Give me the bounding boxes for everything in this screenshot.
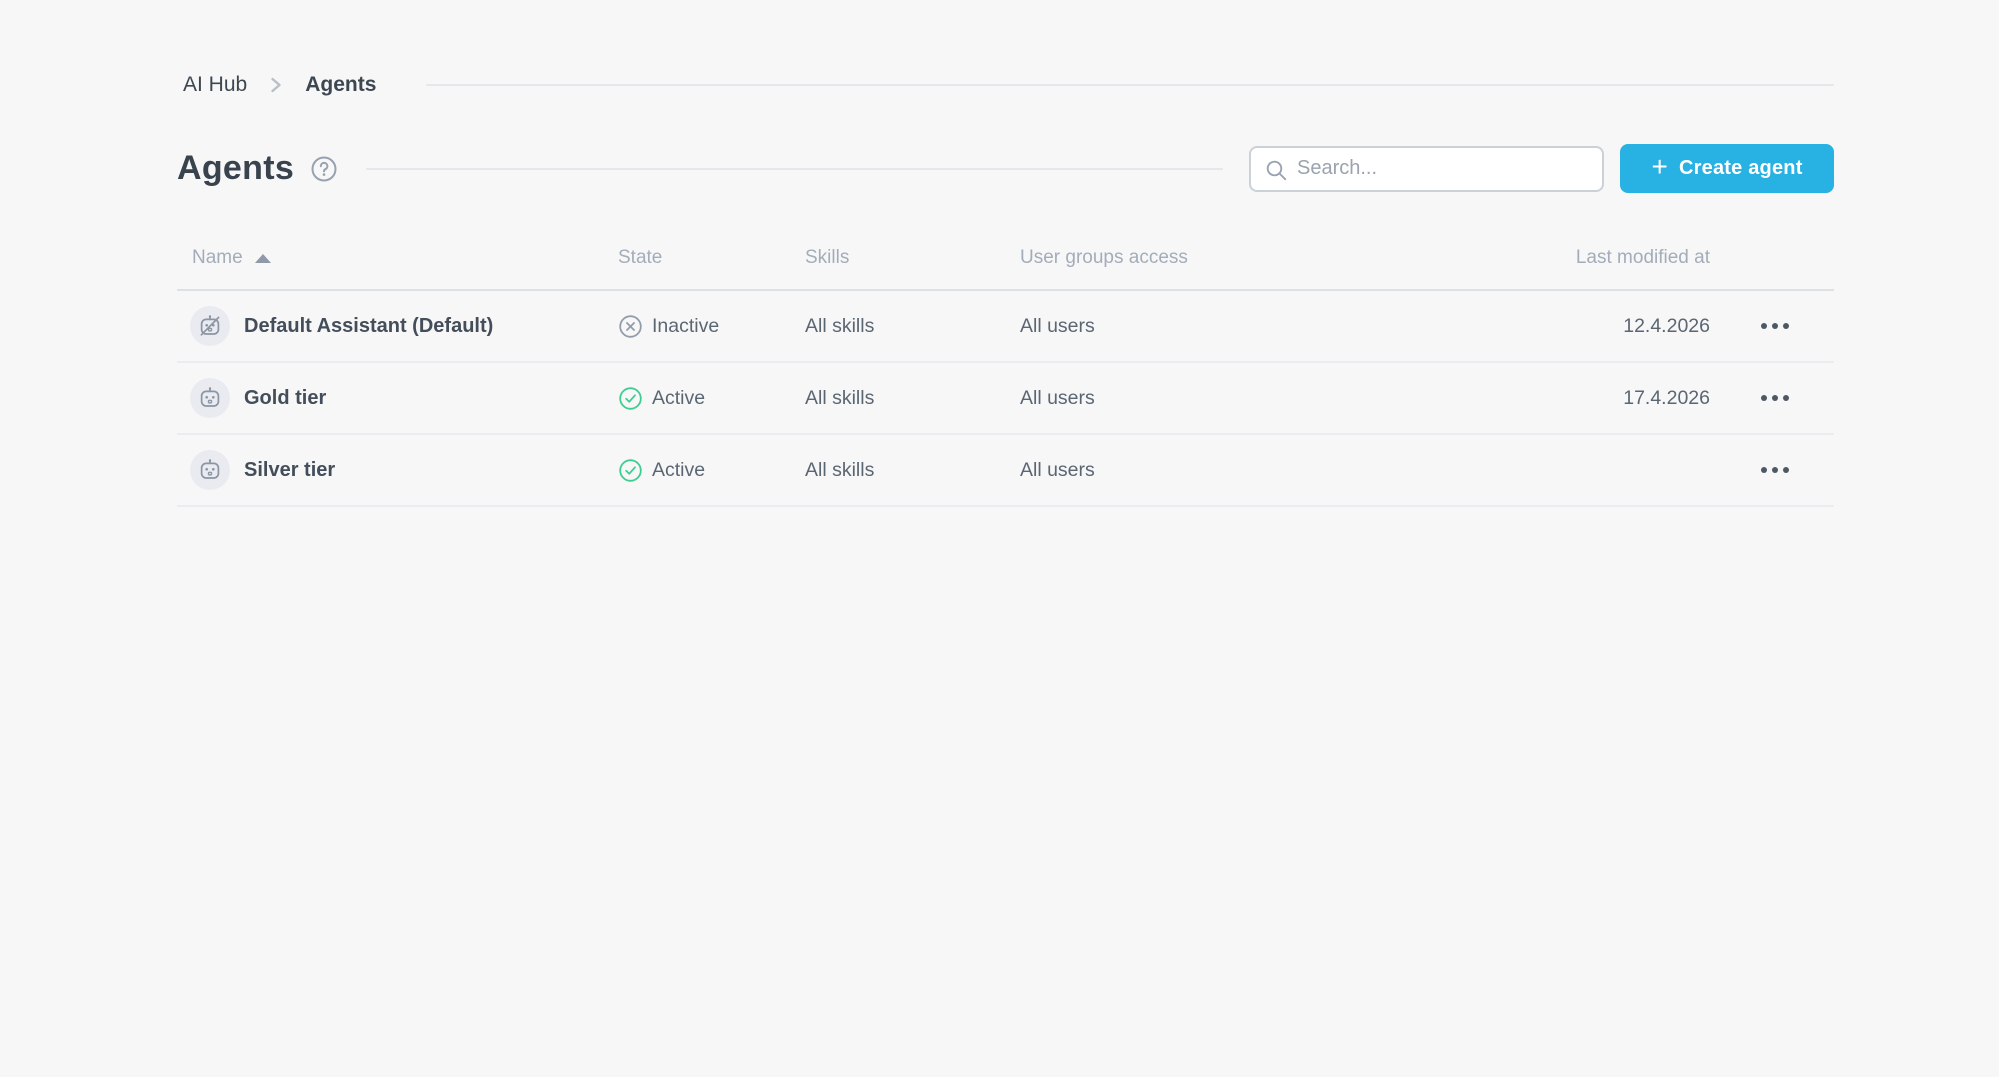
create-agent-button[interactable]: + Create agent: [1620, 144, 1834, 193]
user-groups-value: All users: [1020, 314, 1095, 337]
state-label: Active: [652, 458, 706, 481]
last-modified-cell: 12.4.2026: [1373, 315, 1715, 338]
last-modified-cell: 17.4.2026: [1373, 387, 1715, 410]
breadcrumb-ai-hub[interactable]: AI Hub: [183, 73, 248, 96]
user-groups-value: All users: [1020, 386, 1095, 409]
user-groups-cell: All users: [1020, 387, 1373, 410]
column-header-last-modified[interactable]: Last modified at: [1575, 247, 1710, 268]
chevron-right-icon: [269, 74, 283, 96]
robot-icon: [200, 315, 220, 336]
last-modified-value: 17.4.2026: [1623, 386, 1710, 409]
disabled-slash-icon: [200, 316, 220, 336]
page-header: Agents + Create agent: [177, 142, 1834, 195]
table-row[interactable]: Silver tier Active All skills All users: [177, 435, 1834, 507]
column-header-skills[interactable]: Skills: [805, 247, 850, 268]
row-actions-menu-button[interactable]: [1757, 385, 1793, 411]
breadcrumb-agents[interactable]: Agents: [305, 73, 377, 96]
column-header-state[interactable]: State: [618, 247, 663, 268]
skills-value: All skills: [805, 314, 875, 337]
inactive-status-icon: [619, 314, 642, 338]
robot-icon: [200, 459, 220, 479]
search-icon: [1266, 160, 1287, 180]
plus-icon: +: [1651, 151, 1668, 182]
column-header-name[interactable]: Name: [177, 247, 618, 269]
skills-cell: All skills: [805, 315, 1020, 338]
user-groups-cell: All users: [1020, 459, 1373, 482]
active-status-icon: [619, 386, 642, 410]
table-body: Default Assistant (Default) Inactive All…: [177, 291, 1834, 507]
title-divider: [366, 167, 1223, 170]
create-agent-label: Create agent: [1679, 157, 1803, 179]
breadcrumb-divider: [426, 84, 1834, 86]
skills-value: All skills: [805, 458, 875, 481]
skills-value: All skills: [805, 386, 875, 409]
agent-name: Silver tier: [244, 458, 336, 481]
search-input[interactable]: [1251, 147, 1602, 190]
agent-avatar: [190, 378, 230, 418]
skills-cell: All skills: [805, 459, 1020, 482]
row-actions-menu-button[interactable]: [1757, 457, 1793, 483]
table-row[interactable]: Gold tier Active All skills All users 17…: [177, 363, 1834, 435]
state-label: Inactive: [652, 314, 720, 337]
agent-avatar: [190, 306, 230, 346]
last-modified-value: 12.4.2026: [1623, 314, 1710, 337]
state-label: Active: [652, 386, 706, 409]
agent-name: Default Assistant (Default): [244, 314, 494, 337]
active-status-icon: [619, 458, 642, 482]
row-actions-menu-button[interactable]: [1757, 313, 1793, 339]
user-groups-cell: All users: [1020, 315, 1373, 338]
table-header: Name State Skills User groups access Las…: [177, 227, 1834, 291]
search-box: [1249, 145, 1604, 192]
agent-name: Gold tier: [244, 386, 327, 409]
help-icon[interactable]: [310, 155, 338, 183]
user-groups-value: All users: [1020, 458, 1095, 481]
agent-avatar: [190, 450, 230, 490]
robot-icon: [200, 387, 220, 407]
table-row[interactable]: Default Assistant (Default) Inactive All…: [177, 291, 1834, 363]
sort-ascending-icon: [254, 253, 271, 263]
page-title: Agents: [177, 149, 295, 187]
breadcrumb: AI Hub Agents: [183, 71, 1834, 99]
skills-cell: All skills: [805, 387, 1020, 410]
column-header-user-groups[interactable]: User groups access: [1020, 247, 1188, 268]
